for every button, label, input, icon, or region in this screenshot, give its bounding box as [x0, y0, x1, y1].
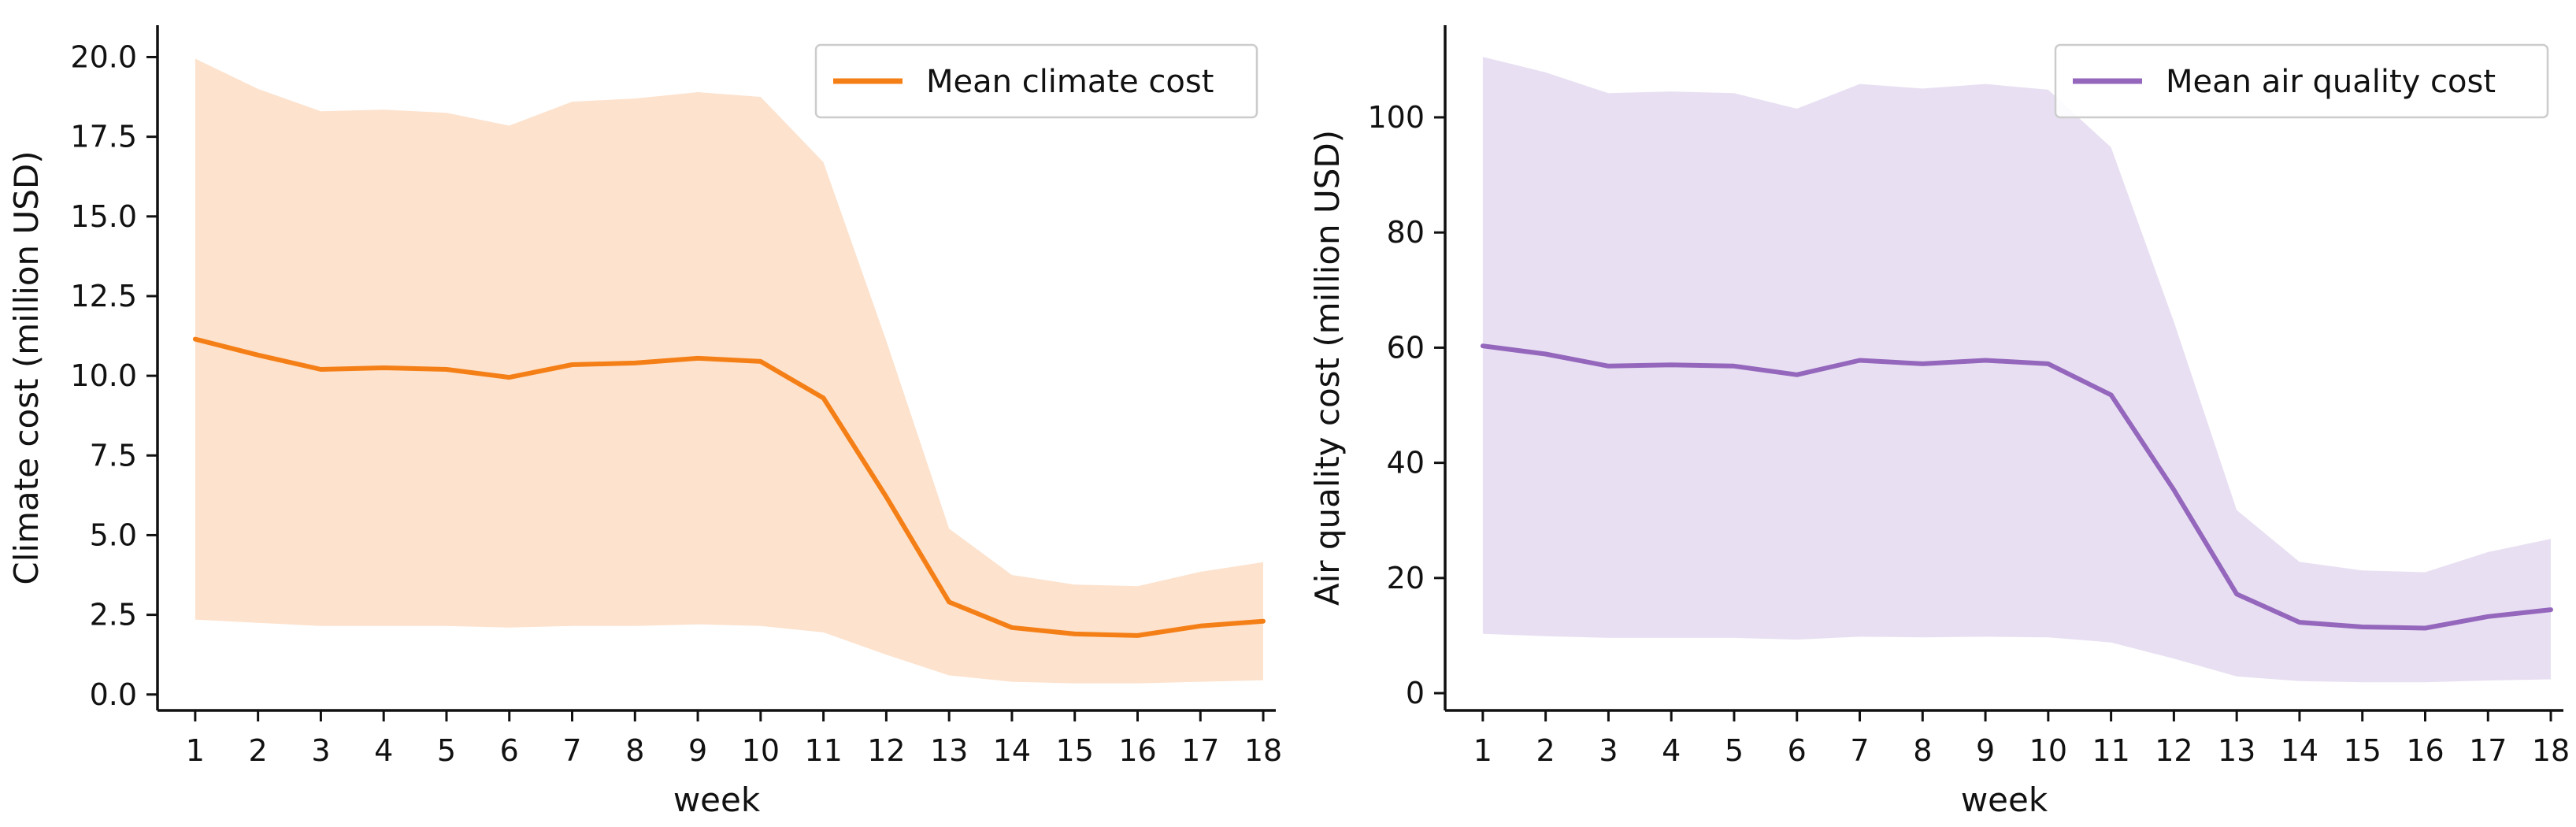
x-tick-label: 14	[993, 733, 1031, 768]
x-axis-label: week	[673, 781, 761, 819]
y-tick-label: 40	[1387, 446, 1425, 480]
x-tick-label: 10	[742, 733, 780, 768]
x-tick-label: 1	[1473, 733, 1492, 768]
y-axis-label: Air quality cost (million USD)	[1308, 130, 1347, 606]
x-tick-label: 9	[688, 733, 707, 768]
y-axis-label: Climate cost (million USD)	[7, 150, 46, 584]
x-tick-label: 17	[2469, 733, 2507, 768]
y-tick-label: 20.0	[70, 39, 137, 74]
x-tick-label: 5	[1725, 733, 1744, 768]
x-tick-label: 15	[2344, 733, 2381, 768]
y-tick-label: 0.0	[90, 677, 137, 712]
x-tick-label: 17	[1181, 733, 1219, 768]
y-tick-label: 0	[1406, 676, 1425, 710]
x-tick-label: 13	[2218, 733, 2255, 768]
x-tick-label: 15	[1056, 733, 1094, 768]
x-tick-label: 7	[562, 733, 581, 768]
x-tick-label: 7	[1850, 733, 1869, 768]
x-tick-label: 5	[437, 733, 456, 768]
x-tick-label: 11	[804, 733, 842, 768]
x-tick-label: 4	[1662, 733, 1681, 768]
x-tick-label: 2	[1536, 733, 1555, 768]
air-quality-mean-line	[1480, 343, 2553, 631]
x-tick-label: 2	[249, 733, 268, 768]
x-tick-label: 13	[930, 733, 968, 768]
y-tick-label: 5.0	[90, 517, 137, 552]
x-tick-label: 14	[2281, 733, 2318, 768]
y-tick-label: 15.0	[70, 199, 137, 234]
x-tick-label: 18	[2532, 733, 2570, 768]
x-tick-label: 6	[1788, 733, 1807, 768]
y-tick-label: 60	[1387, 330, 1425, 365]
x-tick-label: 10	[2029, 733, 2067, 768]
climate-range-band	[195, 58, 1263, 684]
climate-mean-line	[192, 336, 1266, 638]
climate-cost-chart: 1 2 3 4 5 6 7 8 9 10 11 12 13 14 15 16 17 180.02.55.07.51…	[7, 25, 1282, 819]
y-tick-label: 20	[1387, 561, 1425, 595]
x-tick-label: 8	[625, 733, 644, 768]
legend-box	[814, 43, 1258, 119]
x-tick-label: 11	[2092, 733, 2129, 768]
x-axis-label: week	[1961, 781, 2048, 819]
x-tick-label: 16	[1118, 733, 1156, 768]
x-tick-label: 9	[1976, 733, 1995, 768]
x-tick-label: 1	[186, 733, 205, 768]
x-tick-label: 3	[311, 733, 330, 768]
x-tick-label: 12	[867, 733, 905, 768]
x-tick-label: 12	[2155, 733, 2192, 768]
legend-box	[2054, 43, 2549, 119]
y-tick-label: 10.0	[70, 358, 137, 393]
x-tick-label: 16	[2406, 733, 2444, 768]
x-tick-label: 4	[374, 733, 393, 768]
x-tick-label: 18	[1244, 733, 1282, 768]
y-tick-label: 100	[1367, 100, 1425, 135]
y-tick-label: 7.5	[90, 438, 137, 473]
air-quality-cost-chart: 1 2 3 4 5 6 7 8 9 10 11 12 13 14 15 16 17 18020406080100w…	[1308, 25, 2570, 819]
x-tick-label: 3	[1599, 733, 1618, 768]
y-tick-label: 12.5	[70, 279, 137, 313]
legend-label: Mean climate cost	[926, 64, 1214, 100]
y-tick-label: 2.5	[90, 598, 137, 632]
legend-label: Mean air quality cost	[2166, 64, 2496, 100]
y-tick-label: 17.5	[70, 120, 137, 154]
x-tick-label: 8	[1913, 733, 1932, 768]
air-quality-range-band	[1482, 57, 2551, 683]
x-tick-label: 6	[500, 733, 519, 768]
y-tick-label: 80	[1387, 215, 1425, 250]
